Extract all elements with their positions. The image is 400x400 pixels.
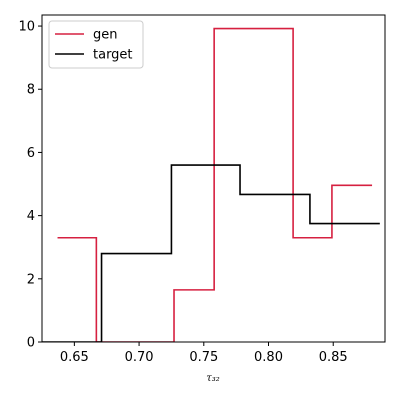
y-tick-label: 4 xyxy=(27,209,35,224)
x-tick-label: 0.80 xyxy=(254,350,283,365)
legend-label-target: target xyxy=(93,48,133,63)
series-line-gen xyxy=(57,27,373,342)
legend: gen target xyxy=(48,20,144,69)
y-tick-label: 10 xyxy=(18,20,35,35)
x-axis: 0.65 0.70 0.75 0.80 0.85 xyxy=(60,342,348,365)
y-tick-label: 8 xyxy=(27,83,35,98)
legend-label-gen: gen xyxy=(93,28,118,43)
series-layer xyxy=(42,27,380,342)
x-tick-label: 0.70 xyxy=(125,350,154,365)
x-axis-label: τ₃₂ xyxy=(206,373,220,384)
y-tick-label: 6 xyxy=(27,146,35,161)
plot-frame xyxy=(41,14,386,343)
y-axis: 0 2 4 6 8 10 xyxy=(18,20,42,351)
y-tick-label: 0 xyxy=(27,336,35,351)
legend-box xyxy=(48,20,144,69)
x-tick-label: 0.65 xyxy=(60,350,89,365)
y-tick-label: 2 xyxy=(27,272,35,287)
series-line-target xyxy=(42,164,380,342)
x-tick-label: 0.85 xyxy=(319,350,348,365)
x-tick-label: 0.75 xyxy=(189,350,218,365)
